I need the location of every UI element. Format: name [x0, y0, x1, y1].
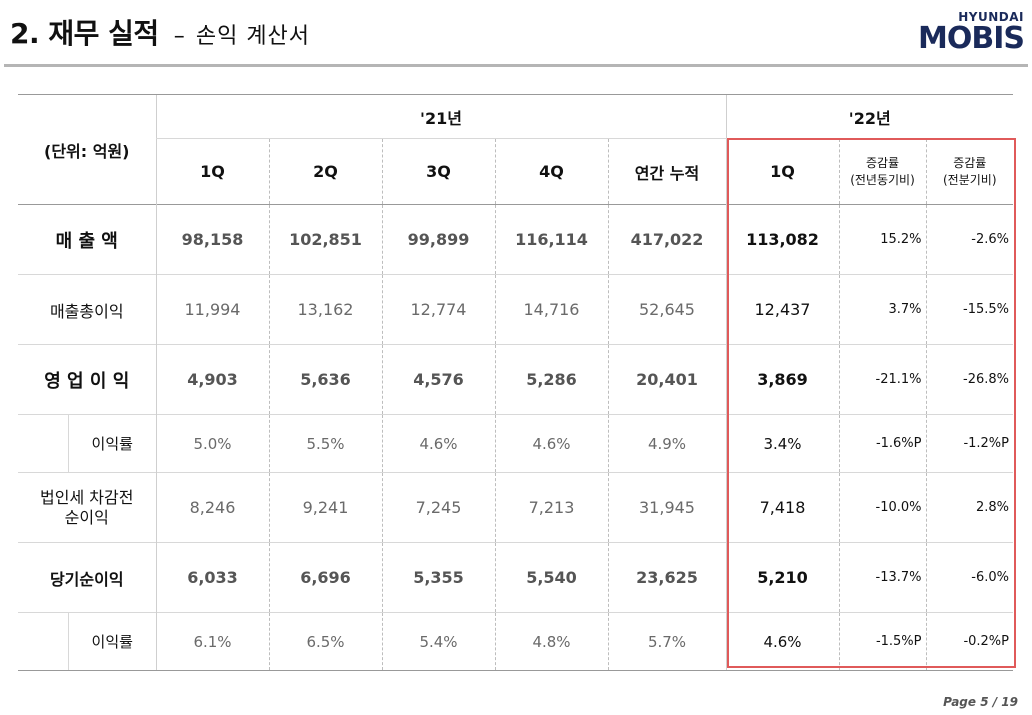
qoq-cell: -26.8%	[925, 344, 1013, 415]
title-main: 2. 재무 실적	[10, 17, 159, 50]
income-statement-table: (단위: 억원) '21년 '22년 1Q 2Q 3Q 4Q 연간 누적 1Q …	[18, 94, 1013, 671]
value-cell: 5.7%	[607, 612, 726, 671]
yoy-cell: -1.5%P	[838, 612, 926, 671]
row-label-cell: 이익률	[18, 414, 156, 473]
value-cell: 4.6%	[381, 414, 495, 473]
qoq-cell: -1.2%P	[925, 414, 1013, 473]
q22-cell: 113,082	[725, 204, 839, 275]
value-cell: 6.1%	[155, 612, 269, 671]
yoy-header-line2: (전년동기비)	[850, 172, 915, 187]
qoq-header-line2: (전분기비)	[942, 172, 997, 187]
year-2021-header: '21년	[155, 94, 726, 139]
table-row: 영 업 이 익 4,903 5,636 4,576 5,286 20,401 3…	[18, 344, 1013, 415]
row-label: 법인세 차감전 순이익	[18, 472, 156, 543]
q1-2022-header: 1Q	[725, 138, 839, 205]
value-cell: 6.5%	[268, 612, 382, 671]
qoq-header: 증감률 (전분기비)	[925, 138, 1013, 205]
value-cell: 20,401	[607, 344, 726, 415]
value-cell: 5.0%	[155, 414, 269, 473]
logo-top-text: HYUNDAI	[958, 10, 1024, 24]
qoq-cell: -15.5%	[925, 274, 1013, 345]
table-row: 매출총이익 11,994 13,162 12,774 14,716 52,645…	[18, 274, 1013, 345]
value-cell: 5,636	[268, 344, 382, 415]
value-cell: 4,576	[381, 344, 495, 415]
company-logo: HYUNDAI MOBIS	[874, 10, 1025, 60]
title-divider	[4, 64, 1028, 67]
q22-cell: 4.6%	[725, 612, 839, 671]
value-cell: 5.5%	[268, 414, 382, 473]
value-cell: 52,645	[607, 274, 726, 345]
qoq-cell: -0.2%P	[925, 612, 1013, 671]
value-cell: 6,696	[268, 542, 382, 613]
q22-cell: 7,418	[725, 472, 839, 543]
yoy-cell: 3.7%	[838, 274, 926, 345]
value-cell: 7,213	[494, 472, 608, 543]
year-2022-header: '22년	[725, 94, 1013, 139]
table-row: 이익률 6.1% 6.5% 5.4% 4.8% 5.7% 4.6% -1.5%P…	[18, 612, 1013, 671]
q22-cell: 12,437	[725, 274, 839, 345]
row-label-line2: 순이익	[64, 507, 109, 527]
yoy-cell: -1.6%P	[838, 414, 926, 473]
yoy-cell: -21.1%	[838, 344, 926, 415]
value-cell: 4.6%	[494, 414, 608, 473]
q22-cell: 5,210	[725, 542, 839, 613]
yoy-header-line1: 증감률	[865, 155, 900, 170]
row-label-cell: 이익률	[18, 612, 156, 671]
value-cell: 4,903	[155, 344, 269, 415]
table-row: 당기순이익 6,033 6,696 5,355 5,540 23,625 5,2…	[18, 542, 1013, 613]
value-cell: 23,625	[607, 542, 726, 613]
value-cell: 4.8%	[494, 612, 608, 671]
value-cell: 99,899	[381, 204, 495, 275]
qoq-cell: -6.0%	[925, 542, 1013, 613]
value-cell: 5,540	[494, 542, 608, 613]
yoy-cell: -13.7%	[838, 542, 926, 613]
row-label: 영 업 이 익	[18, 344, 156, 415]
row-label: 매출총이익	[18, 274, 156, 345]
table-row: 법인세 차감전 순이익 8,246 9,241 7,245 7,213 31,9…	[18, 472, 1013, 543]
table-row: 매 출 액 98,158 102,851 99,899 116,114 417,…	[18, 204, 1013, 275]
value-cell: 417,022	[607, 204, 726, 275]
value-cell: 13,162	[268, 274, 382, 345]
row-label-line1: 법인세 차감전	[40, 487, 134, 507]
q22-cell: 3.4%	[725, 414, 839, 473]
qoq-cell: 2.8%	[925, 472, 1013, 543]
value-cell: 98,158	[155, 204, 269, 275]
value-cell: 102,851	[268, 204, 382, 275]
value-cell: 14,716	[494, 274, 608, 345]
row-label: 당기순이익	[18, 542, 156, 613]
page-number: Page 5 / 19	[943, 695, 1018, 709]
q1-2021-header: 1Q	[155, 138, 269, 205]
yoy-header: 증감률 (전년동기비)	[838, 138, 926, 205]
value-cell: 4.9%	[607, 414, 726, 473]
page-title: 2. 재무 실적 – 손익 계산서	[10, 12, 310, 52]
qoq-cell: -2.6%	[925, 204, 1013, 275]
q3-2021-header: 3Q	[381, 138, 495, 205]
q2-2021-header: 2Q	[268, 138, 382, 205]
annual-2021-header: 연간 누적	[607, 138, 726, 205]
table-row: 이익률 5.0% 5.5% 4.6% 4.6% 4.9% 3.4% -1.6%P…	[18, 414, 1013, 473]
q4-2021-header: 4Q	[494, 138, 608, 205]
value-cell: 7,245	[381, 472, 495, 543]
qoq-header-line1: 증감률	[953, 155, 987, 170]
row-label: 매 출 액	[18, 204, 156, 275]
value-cell: 5,355	[381, 542, 495, 613]
value-cell: 31,945	[607, 472, 726, 543]
unit-label: (단위: 억원)	[18, 94, 156, 205]
row-label: 이익률	[91, 633, 133, 651]
row-label: 이익률	[91, 435, 133, 453]
value-cell: 6,033	[155, 542, 269, 613]
title-dash: –	[173, 24, 185, 49]
yoy-cell: 15.2%	[838, 204, 926, 275]
value-cell: 11,994	[155, 274, 269, 345]
yoy-cell: -10.0%	[838, 472, 926, 543]
value-cell: 116,114	[494, 204, 608, 275]
q22-cell: 3,869	[725, 344, 839, 415]
logo-bottom-text: MOBIS	[918, 21, 1025, 56]
value-cell: 9,241	[268, 472, 382, 543]
value-cell: 8,246	[155, 472, 269, 543]
value-cell: 5.4%	[381, 612, 495, 671]
value-cell: 12,774	[381, 274, 495, 345]
value-cell: 5,286	[494, 344, 608, 415]
title-sub: 손익 계산서	[195, 24, 311, 49]
